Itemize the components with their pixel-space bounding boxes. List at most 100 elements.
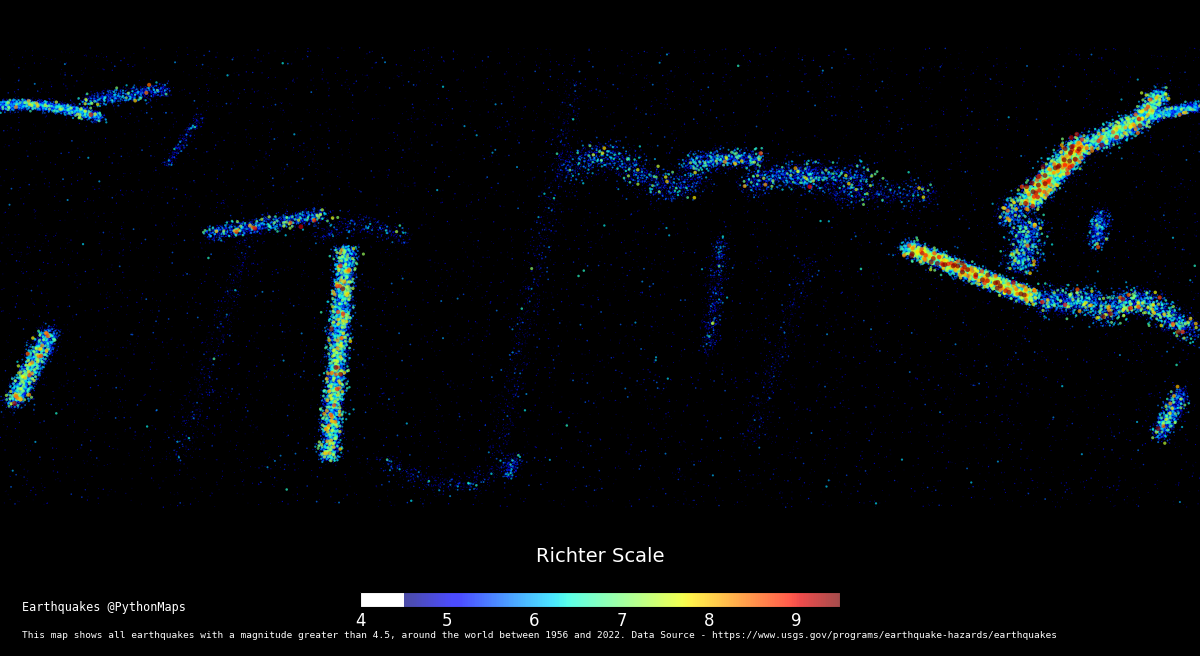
Point (852, 462, 871, 472)
Point (328, 418, 347, 428)
Point (911, 256, 930, 267)
Point (126, 85, 145, 95)
Point (326, 434, 346, 444)
Point (1004, 287, 1024, 297)
Point (132, 84, 151, 94)
Point (776, 324, 796, 335)
Point (19, 377, 38, 388)
Point (634, 165, 653, 176)
Point (1103, 124, 1122, 134)
Point (505, 343, 524, 354)
Point (329, 348, 348, 358)
Point (323, 157, 342, 167)
Point (43, 337, 62, 347)
Point (863, 429, 882, 440)
Point (330, 348, 349, 358)
Point (1046, 173, 1066, 184)
Point (318, 447, 337, 458)
Point (337, 489, 356, 500)
Point (1025, 173, 1044, 184)
Point (318, 423, 337, 434)
Point (332, 373, 352, 384)
Point (338, 325, 358, 336)
Point (696, 167, 715, 178)
Point (161, 161, 180, 171)
Point (1021, 291, 1040, 302)
Point (12, 392, 31, 403)
Point (80, 108, 100, 118)
Point (996, 207, 1015, 217)
Point (720, 150, 739, 160)
Point (966, 269, 985, 279)
Point (30, 102, 49, 113)
Point (1022, 218, 1042, 229)
Point (665, 104, 684, 115)
Point (853, 159, 872, 169)
Point (1038, 184, 1057, 195)
Point (20, 370, 40, 380)
Point (1169, 409, 1188, 419)
Point (904, 243, 923, 253)
Point (1075, 127, 1094, 138)
Point (1030, 177, 1049, 188)
Point (1184, 106, 1200, 116)
Point (1136, 105, 1156, 115)
Point (1060, 155, 1079, 166)
Point (1145, 109, 1164, 119)
Point (1019, 198, 1038, 209)
Point (913, 249, 932, 260)
Point (336, 377, 355, 388)
Point (331, 316, 350, 327)
Point (1001, 257, 1020, 268)
Point (1099, 128, 1118, 138)
Point (433, 185, 452, 195)
Point (55, 254, 74, 264)
Point (856, 185, 875, 195)
Point (601, 142, 620, 152)
Point (996, 285, 1015, 296)
Point (965, 270, 984, 281)
Point (336, 375, 355, 385)
Point (185, 304, 204, 314)
Point (1105, 300, 1124, 311)
Point (388, 236, 407, 246)
Point (338, 253, 358, 264)
Point (330, 329, 349, 339)
Point (1050, 171, 1069, 182)
Point (318, 295, 337, 306)
Point (1092, 137, 1111, 148)
Point (1044, 162, 1063, 173)
Point (1158, 110, 1177, 120)
Point (1057, 160, 1076, 171)
Point (1116, 122, 1135, 133)
Point (1063, 148, 1082, 158)
Point (373, 223, 392, 234)
Point (350, 43, 370, 53)
Point (1163, 391, 1182, 401)
Point (326, 344, 346, 354)
Point (1103, 124, 1122, 134)
Point (950, 266, 970, 276)
Point (804, 170, 823, 180)
Point (522, 224, 541, 234)
Point (1153, 94, 1172, 104)
Point (908, 248, 928, 258)
Point (742, 175, 761, 186)
Point (85, 111, 104, 121)
Point (1025, 186, 1044, 196)
Point (239, 225, 258, 236)
Point (1043, 158, 1062, 169)
Point (788, 161, 808, 171)
Point (1181, 319, 1200, 329)
Point (1156, 425, 1175, 436)
Point (1032, 303, 1051, 314)
Point (323, 382, 342, 392)
Point (1145, 214, 1164, 224)
Point (995, 289, 1014, 299)
Point (1034, 215, 1054, 226)
Point (1009, 222, 1028, 232)
Point (1049, 302, 1068, 313)
Point (767, 356, 786, 367)
Point (1069, 211, 1088, 222)
Point (1118, 120, 1138, 131)
